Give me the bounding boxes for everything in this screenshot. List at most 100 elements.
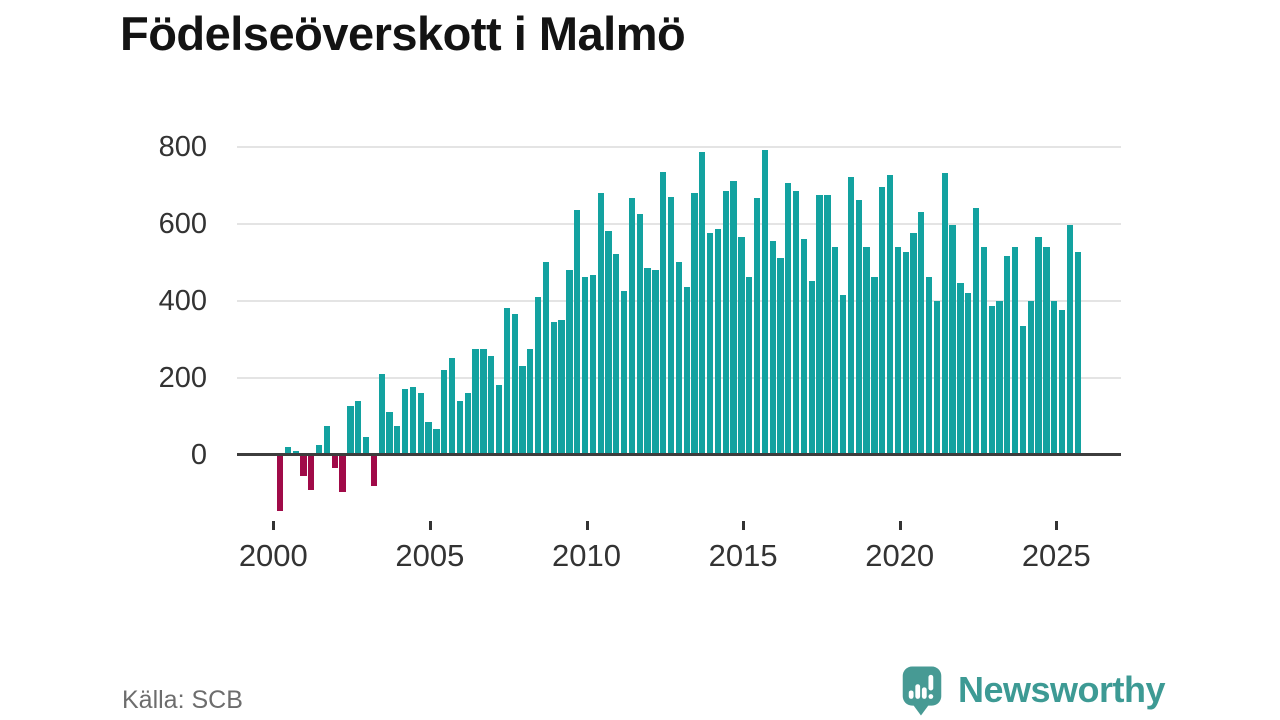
bar-2002-q4 [362, 437, 370, 455]
gridline-800 [237, 145, 1121, 148]
bar-2018-q4 [863, 246, 870, 455]
bar-2024-q4 [1051, 300, 1058, 455]
bar-2019-q2 [879, 186, 886, 455]
gridline-600 [237, 222, 1121, 225]
bar-2003-q3 [386, 412, 393, 455]
bar-2016-q4 [800, 238, 808, 455]
bar-2004-q4 [425, 421, 432, 455]
bar-2012-q2 [660, 171, 667, 455]
bar-2008-q2 [534, 296, 542, 455]
bar-2007-q1 [495, 385, 503, 455]
bar-2002-q3 [355, 400, 362, 455]
bar-2020-q1 [902, 252, 909, 455]
bar-2003-q4 [394, 425, 401, 455]
bar-2005-q4 [456, 400, 464, 455]
bar-2007-q2 [503, 308, 510, 455]
bar-2006-q3 [480, 348, 487, 455]
bar-2023-q4 [1019, 325, 1027, 455]
source-note: Källa: SCB [122, 686, 243, 714]
bar-2015-q4 [769, 240, 776, 455]
x-axis-tick-2025 [1055, 521, 1059, 530]
bar-2014-q1 [714, 229, 722, 455]
bar-2014-q2 [722, 190, 729, 455]
y-axis-label-0: 0 [190, 438, 207, 471]
bar-2003-q1 [370, 454, 378, 486]
bar-2014-q3 [730, 181, 737, 455]
bar-2004-q3 [417, 392, 424, 455]
x-axis-tick-2020 [898, 521, 902, 530]
bar-2010-q1 [589, 275, 596, 455]
bar-2013-q1 [683, 287, 690, 455]
bar-2005-q1 [433, 429, 440, 455]
bar-2021-q4 [957, 283, 964, 455]
bar-2024-q3 [1043, 246, 1050, 455]
bar-2011-q1 [620, 290, 628, 455]
bar-2002-q2 [347, 406, 354, 455]
bar-2018-q3 [855, 200, 862, 455]
bar-2023-q1 [996, 300, 1003, 455]
x-axis-label-2020: 2020 [865, 538, 935, 573]
chart-title: Födelseöverskott i Malmö [120, 7, 686, 60]
bar-2010-q4 [613, 254, 620, 455]
bar-2006-q1 [464, 392, 471, 455]
y-axis-label-200: 200 [158, 361, 207, 394]
bar-2000-q2 [284, 446, 292, 455]
bar-2025-q3 [1074, 252, 1081, 455]
bar-2015-q3 [761, 150, 769, 455]
bar-2008-q4 [550, 321, 557, 455]
bar-2017-q2 [816, 194, 823, 455]
y-axis-label-600: 600 [158, 207, 207, 240]
bar-2019-q4 [894, 246, 901, 455]
bar-2023-q3 [1011, 246, 1019, 455]
bar-2018-q2 [847, 177, 855, 455]
bar-2007-q3 [511, 313, 518, 455]
bar-2022-q1 [965, 292, 972, 455]
bar-2013-q2 [691, 192, 698, 455]
y-axis-label-800: 800 [158, 130, 207, 163]
bar-2008-q3 [542, 262, 550, 455]
bar-2009-q3 [574, 210, 581, 455]
bar-2006-q2 [472, 348, 479, 455]
bar-2001-q4 [331, 454, 338, 468]
bar-2004-q2 [409, 387, 417, 455]
x-axis-label-2025: 2025 [1021, 538, 1091, 573]
bar-2015-q2 [753, 198, 761, 455]
bar-2011-q4 [644, 267, 651, 455]
bar-2005-q3 [448, 358, 456, 455]
bar-2010-q3 [605, 231, 612, 455]
bar-2011-q3 [636, 213, 643, 455]
bar-2001-q3 [323, 425, 331, 455]
x-axis-label-2000: 2000 [238, 538, 308, 573]
bar-2016-q1 [777, 258, 784, 455]
bar-2004-q1 [402, 389, 409, 455]
bar-2020-q3 [918, 211, 925, 455]
bar-2021-q3 [949, 225, 956, 455]
bar-2021-q1 [933, 300, 941, 455]
bar-2016-q2 [785, 183, 792, 455]
x-axis-label-2005: 2005 [395, 538, 465, 573]
bar-2022-q2 [972, 208, 980, 455]
bar-2025-q1 [1058, 310, 1066, 455]
bar-2012-q3 [667, 196, 675, 455]
bar-2003-q2 [378, 373, 385, 455]
x-axis-zero-line [237, 453, 1121, 456]
bar-2014-q4 [738, 236, 745, 455]
bar-2009-q2 [566, 269, 573, 455]
bar-2023-q2 [1004, 256, 1011, 455]
x-axis-tick-2015 [742, 521, 746, 530]
bar-2017-q3 [824, 194, 831, 455]
bar-2000-q1 [276, 454, 284, 511]
bar-2000-q3 [292, 450, 299, 455]
bar-2022-q3 [980, 246, 987, 455]
x-axis-tick-2010 [585, 521, 589, 530]
bar-2006-q4 [488, 356, 495, 455]
bar-2012-q1 [652, 269, 659, 455]
brand-name: Newsworthy [958, 669, 1166, 710]
bar-2020-q4 [925, 277, 933, 455]
bar-2012-q4 [675, 262, 683, 455]
bar-2011-q2 [628, 198, 636, 455]
bar-2001-q1 [308, 454, 315, 490]
bar-2000-q4 [300, 454, 307, 476]
y-axis-label-400: 400 [158, 284, 207, 317]
